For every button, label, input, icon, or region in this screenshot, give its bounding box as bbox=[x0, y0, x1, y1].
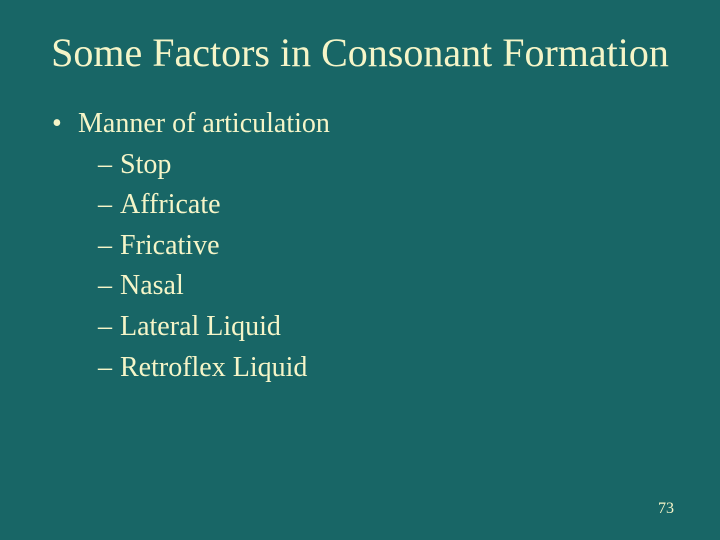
bullet-level2: Retroflex Liquid bbox=[98, 348, 680, 389]
bullet-level2: Fricative bbox=[98, 226, 680, 267]
page-number: 73 bbox=[658, 500, 674, 518]
bullet-level2: Affricate bbox=[98, 185, 680, 226]
bullet-list: Manner of articulation Stop Affricate Fr… bbox=[40, 104, 680, 388]
slide: Some Factors in Consonant Formation Mann… bbox=[0, 0, 720, 540]
bullet-level2: Lateral Liquid bbox=[98, 307, 680, 348]
bullet-level1: Manner of articulation bbox=[52, 104, 680, 145]
bullet-level2-label: Retroflex Liquid bbox=[120, 352, 307, 383]
bullet-level1-label: Manner of articulation bbox=[78, 108, 330, 139]
bullet-level2-label: Nasal bbox=[120, 270, 184, 301]
bullet-level2: Stop bbox=[98, 145, 680, 186]
bullet-level2-label: Affricate bbox=[120, 189, 221, 220]
bullet-level2-label: Fricative bbox=[120, 230, 220, 261]
slide-title: Some Factors in Consonant Formation bbox=[40, 30, 680, 76]
bullet-level2-label: Stop bbox=[120, 149, 171, 180]
bullet-level2: Nasal bbox=[98, 266, 680, 307]
bullet-level2-label: Lateral Liquid bbox=[120, 311, 281, 342]
